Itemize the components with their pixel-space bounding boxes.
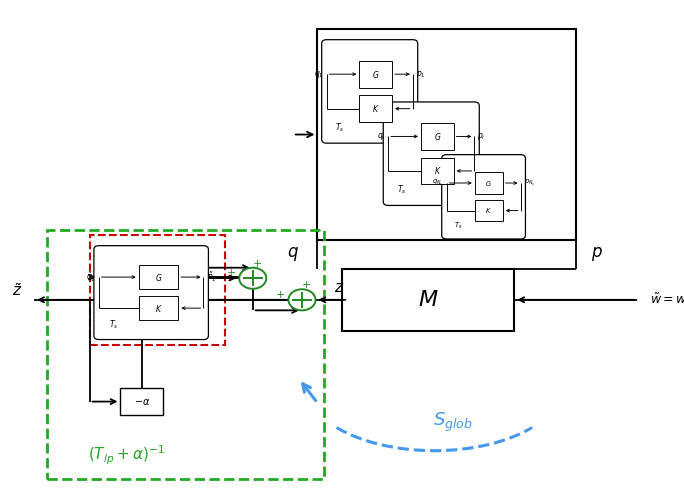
Text: $K$: $K$	[486, 206, 492, 215]
Text: $K$: $K$	[372, 103, 380, 114]
Text: $\tilde{p}_1$: $\tilde{p}_1$	[207, 270, 216, 284]
Text: $q$: $q$	[287, 246, 299, 263]
Text: $p_{N_s}$: $p_{N_s}$	[524, 178, 535, 188]
Text: $p$: $p$	[591, 246, 603, 263]
Text: $S_{glob}$: $S_{glob}$	[433, 410, 473, 434]
FancyBboxPatch shape	[120, 388, 163, 415]
Text: $z$: $z$	[334, 280, 344, 295]
Circle shape	[289, 289, 315, 310]
Text: +: +	[276, 290, 285, 300]
Text: $M$: $M$	[418, 290, 438, 310]
Text: $G$: $G$	[155, 271, 162, 282]
FancyBboxPatch shape	[475, 172, 503, 194]
Text: $q_i$: $q_i$	[377, 131, 385, 142]
FancyBboxPatch shape	[342, 268, 514, 331]
Text: $p_1$: $p_1$	[416, 69, 425, 80]
FancyBboxPatch shape	[475, 200, 503, 222]
FancyBboxPatch shape	[94, 246, 209, 339]
Text: $T_s$: $T_s$	[454, 221, 462, 231]
Text: $K$: $K$	[155, 302, 162, 314]
Text: $G$: $G$	[486, 179, 492, 188]
Text: $q_1$: $q_1$	[314, 69, 324, 80]
Text: $q_{N_s}$: $q_{N_s}$	[432, 178, 443, 188]
Text: $T_s$: $T_s$	[109, 318, 118, 330]
FancyBboxPatch shape	[321, 40, 418, 143]
Text: +: +	[253, 259, 263, 269]
Text: $G$: $G$	[372, 69, 380, 80]
FancyBboxPatch shape	[421, 123, 453, 150]
Text: +: +	[302, 280, 312, 290]
Text: $T_s$: $T_s$	[397, 183, 406, 196]
Text: $p_i$: $p_i$	[477, 131, 486, 142]
Text: $-\alpha$: $-\alpha$	[133, 397, 150, 407]
FancyBboxPatch shape	[139, 296, 179, 320]
Text: +: +	[226, 268, 236, 278]
Circle shape	[239, 267, 266, 289]
FancyBboxPatch shape	[421, 158, 453, 184]
FancyBboxPatch shape	[359, 61, 392, 88]
Text: $K$: $K$	[434, 166, 441, 177]
FancyBboxPatch shape	[359, 95, 392, 122]
FancyBboxPatch shape	[139, 265, 179, 289]
FancyBboxPatch shape	[383, 102, 479, 206]
Text: $\tilde{q}_1$: $\tilde{q}_1$	[86, 270, 96, 284]
Text: $T_s$: $T_s$	[335, 121, 345, 134]
FancyBboxPatch shape	[317, 29, 576, 240]
FancyBboxPatch shape	[442, 155, 525, 239]
Text: $\tilde{w}=w$: $\tilde{w}=w$	[650, 292, 684, 307]
Text: $\tilde{z}$: $\tilde{z}$	[12, 282, 22, 299]
Text: $(T_{lp}+\alpha)^{-1}$: $(T_{lp}+\alpha)^{-1}$	[88, 444, 165, 467]
Text: $G$: $G$	[434, 131, 441, 142]
